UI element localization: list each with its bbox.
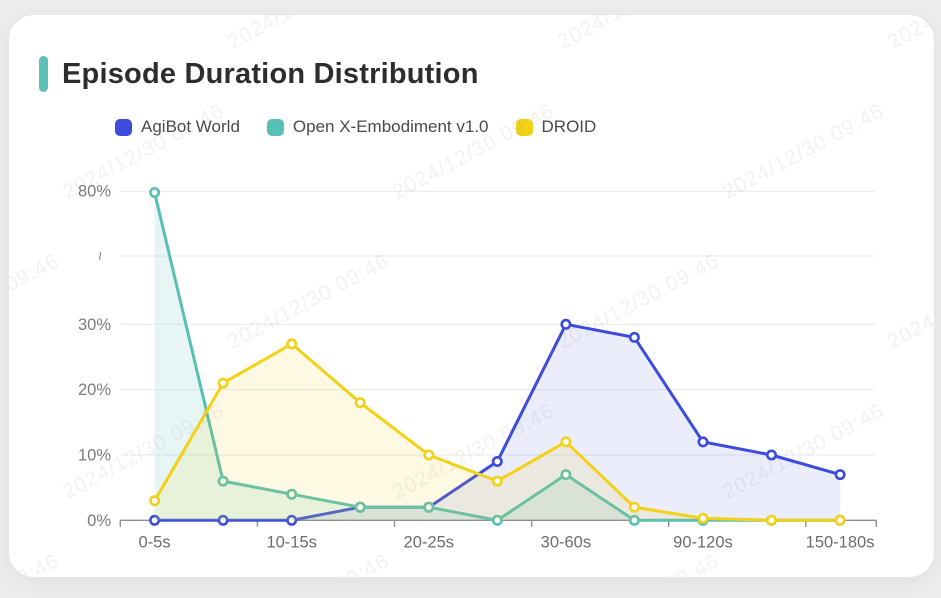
data-point [217,475,229,487]
legend-item-open-x-embodiment-v1-0[interactable]: Open X-Embodiment v1.0 [266,117,489,137]
legend-label: AgiBot World [141,117,240,136]
data-point [423,449,435,461]
legend-label: Open X-Embodiment v1.0 [292,117,489,136]
data-point [423,501,435,513]
data-point [560,469,572,481]
y-axis-break-symbol: ~ [91,251,110,261]
data-point [628,331,640,343]
y-axis-label: 80% [78,183,111,201]
chart-title: Episode Duration Distribution [62,57,479,90]
y-axis-label: 10% [78,446,111,464]
data-point [628,501,640,513]
line-chart: 0% 10% 20% 30% ~80% 0-5s 10-15s 20-25s 30-60s 90-… [78,183,877,551]
data-point [354,397,366,409]
data-point [286,488,298,500]
data-point [149,495,161,507]
legend-item-agibot-world[interactable]: AgiBot World [115,117,240,137]
data-point [697,436,709,448]
data-point [834,469,846,481]
data-point [217,377,229,389]
x-axis-label: 20-25s [404,533,454,551]
y-axis-label: 20% [78,381,111,399]
x-axis-label: 90-120s [673,533,733,551]
legend-item-droid[interactable]: DROID [515,117,597,137]
title-row: Episode Duration Distribution [39,55,479,93]
series-droid [149,338,846,526]
series-area-fill [154,343,841,521]
data-point [765,449,777,461]
data-point [217,514,229,526]
data-point [628,514,640,526]
data-point [560,318,572,330]
data-point [834,514,846,526]
x-axis-label: 10-15s [266,533,316,551]
data-point [560,436,572,448]
x-axis-label: 30-60s [541,533,591,551]
legend-marker-icon [515,118,533,136]
y-axis-label: 0% [87,512,111,530]
data-point [491,455,503,467]
data-point [697,512,709,524]
chart-legend: AgiBot World Open X-Embodiment v1.0 DROID [115,117,596,137]
series-area-fill [154,192,841,521]
series-area-fill [154,324,841,521]
data-point [354,501,366,513]
data-point [491,514,503,526]
data-point [149,187,161,199]
legend-label: DROID [541,117,597,136]
title-accent-bar [39,56,48,92]
data-point [491,475,503,487]
data-point [286,514,298,526]
data-point [286,338,298,350]
legend-marker-icon [266,118,284,136]
x-axis-label: 0-5s [139,533,171,551]
data-point [149,514,161,526]
chart-card: Episode Duration Distribution AgiBot Wor… [8,14,935,578]
data-point [765,514,777,526]
legend-marker-icon [115,118,132,136]
x-axis-label: 150-180s [806,533,875,551]
y-axis-label: 30% [78,316,111,334]
